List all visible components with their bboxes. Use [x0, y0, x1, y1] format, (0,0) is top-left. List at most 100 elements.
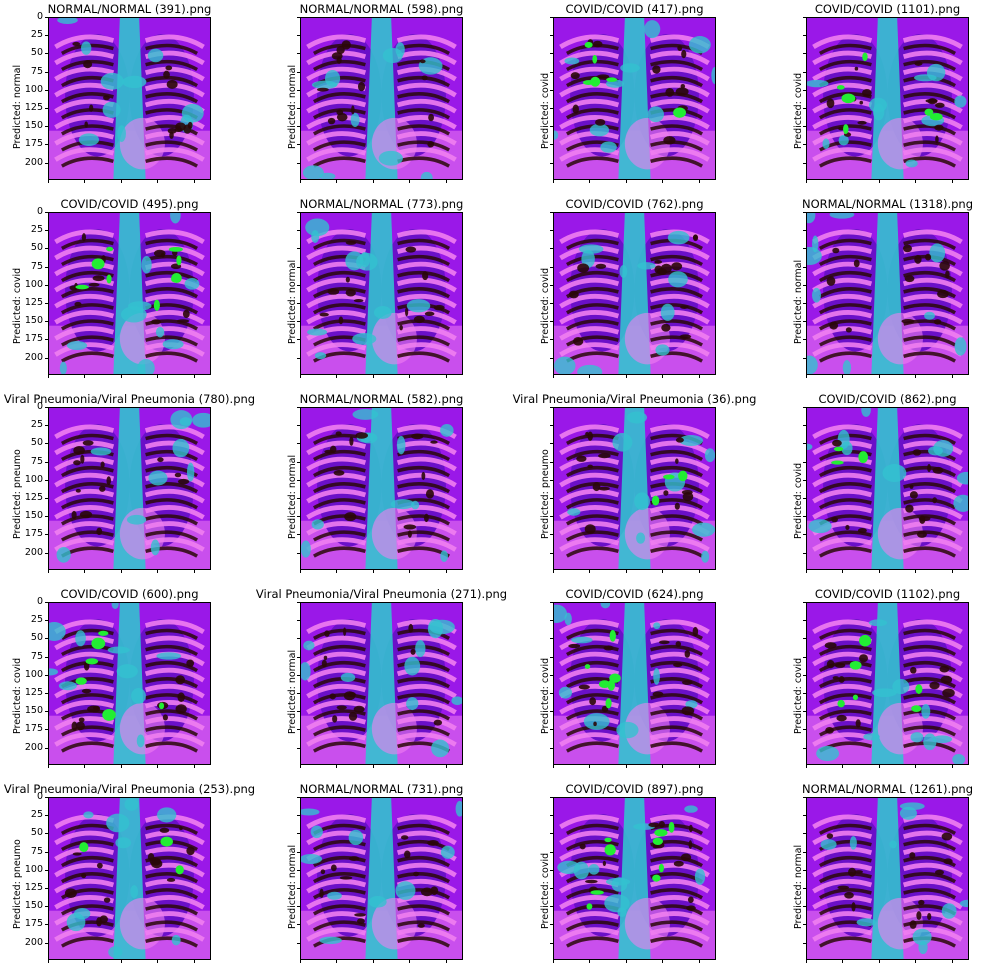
x-tick-mark: [698, 960, 700, 963]
y-tick-mark: [45, 425, 48, 427]
panel-title: NORMAL/NORMAL (773).png: [299, 197, 464, 211]
y-tick-mark: [803, 747, 806, 749]
xray-image: [48, 602, 211, 765]
y-tick-mark: [803, 692, 806, 694]
y-tick-mark: [803, 266, 806, 268]
y-tick-mark: [803, 479, 806, 481]
x-tick-mark: [300, 375, 301, 378]
y-tick-label: 50: [30, 437, 43, 449]
predicted-label: Predicted: covid: [793, 462, 804, 539]
y-tick-mark: [45, 284, 48, 286]
predicted-label: Predicted: normal: [287, 64, 298, 149]
x-tick-mark: [915, 960, 917, 963]
y-tick-mark: [297, 747, 300, 749]
x-tick-mark: [120, 960, 122, 963]
panel-title: NORMAL/NORMAL (391).png: [47, 2, 212, 16]
y-tick-mark: [297, 248, 300, 250]
y-tick-mark: [803, 851, 806, 853]
y-tick-mark: [45, 53, 48, 55]
y-tick-label: 100: [24, 473, 43, 485]
x-tick-mark: [157, 765, 159, 768]
x-tick-mark: [625, 960, 627, 963]
y-tick-mark: [550, 534, 553, 536]
panel-title: COVID/COVID (1102).png: [814, 587, 961, 601]
predicted-label: Predicted: normal: [287, 844, 298, 929]
y-tick-mark: [803, 162, 806, 164]
y-tick-label: 25: [30, 224, 43, 236]
panel-title: NORMAL/NORMAL (1318).png: [802, 197, 973, 211]
y-tick-mark: [297, 425, 300, 427]
x-tick-mark: [445, 765, 447, 768]
y-tick-mark: [297, 53, 300, 55]
y-tick-mark: [550, 71, 553, 73]
x-tick-mark: [84, 765, 86, 768]
y-tick-label: 100: [24, 863, 43, 875]
xray-image: [553, 212, 716, 375]
y-tick-label: 175: [24, 918, 43, 930]
x-tick-mark: [842, 180, 844, 183]
x-tick-mark: [842, 765, 844, 768]
y-tick-mark: [803, 924, 806, 926]
y-tick-mark: [45, 887, 48, 889]
x-tick-mark: [372, 375, 374, 378]
x-tick-mark: [878, 180, 880, 183]
y-tick-label: 0: [36, 11, 43, 22]
x-tick-mark: [84, 570, 86, 573]
y-tick-mark: [550, 230, 553, 232]
y-tick-mark: [297, 638, 300, 640]
x-tick-mark: [589, 180, 591, 183]
x-tick-mark: [193, 180, 195, 183]
y-tick-mark: [45, 851, 48, 853]
y-tick-mark: [45, 71, 48, 73]
y-tick-mark: [45, 552, 48, 554]
y-tick-mark: [297, 602, 300, 603]
y-tick-mark: [297, 869, 300, 871]
x-tick-mark: [157, 375, 159, 378]
y-tick-label: 75: [30, 260, 43, 272]
y-tick-label: 150: [24, 510, 43, 522]
y-tick-mark: [297, 212, 300, 213]
y-tick-mark: [803, 833, 806, 835]
y-tick-mark: [297, 479, 300, 481]
y-tick-mark: [803, 107, 806, 109]
x-tick-mark: [915, 375, 917, 378]
x-tick-mark: [878, 570, 880, 573]
y-tick-mark: [550, 924, 553, 926]
y-tick-mark: [550, 35, 553, 37]
y-tick-mark: [550, 443, 553, 445]
y-tick-mark: [550, 711, 553, 713]
x-tick-mark: [120, 765, 122, 768]
y-tick-mark: [550, 53, 553, 55]
x-tick-mark: [336, 960, 338, 963]
xray-image: [553, 407, 716, 570]
y-tick-mark: [45, 692, 48, 694]
y-tick-mark: [550, 747, 553, 749]
y-tick-label: 175: [24, 333, 43, 345]
x-tick-mark: [625, 570, 627, 573]
y-tick-mark: [297, 407, 300, 408]
y-tick-label: 0: [36, 206, 43, 217]
y-tick-label: 25: [30, 29, 43, 41]
y-tick-mark: [45, 656, 48, 658]
y-tick-mark: [803, 321, 806, 323]
x-tick-mark: [589, 375, 591, 378]
x-tick-mark: [193, 570, 195, 573]
y-tick-mark: [550, 107, 553, 109]
y-tick-mark: [803, 534, 806, 536]
xray-image: [553, 602, 716, 765]
y-tick-label: 50: [30, 47, 43, 59]
y-tick-mark: [550, 942, 553, 944]
x-tick-mark: [806, 570, 807, 573]
y-tick-mark: [45, 479, 48, 481]
y-tick-mark: [803, 552, 806, 554]
y-tick-label: 125: [24, 101, 43, 113]
x-tick-mark: [951, 375, 953, 378]
y-tick-mark: [550, 425, 553, 427]
y-tick-mark: [297, 126, 300, 128]
predicted-label: Predicted: covid: [793, 72, 804, 149]
y-tick-mark: [297, 230, 300, 232]
panel-title: NORMAL/NORMAL (582).png: [299, 392, 464, 406]
y-tick-mark: [550, 339, 553, 341]
xray-image: [806, 797, 969, 960]
xray-image: [300, 212, 463, 375]
